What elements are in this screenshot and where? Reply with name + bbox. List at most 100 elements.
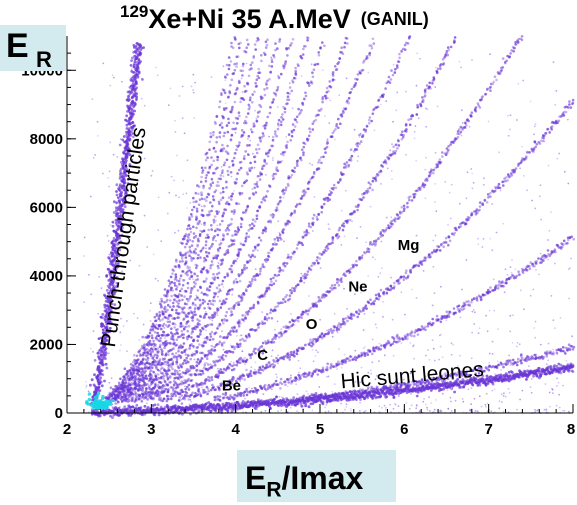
data-point bbox=[205, 335, 209, 339]
data-point bbox=[423, 183, 427, 187]
data-point bbox=[242, 292, 245, 295]
data-point bbox=[290, 291, 293, 295]
data-point bbox=[301, 103, 305, 106]
data-point bbox=[388, 81, 392, 84]
data-point bbox=[150, 373, 153, 377]
data-point bbox=[463, 126, 466, 129]
data-point bbox=[413, 331, 417, 334]
data-point bbox=[210, 228, 213, 231]
data-point bbox=[309, 341, 312, 344]
data-point bbox=[187, 218, 191, 222]
data-point bbox=[338, 362, 341, 366]
data-point bbox=[451, 377, 455, 381]
data-point bbox=[319, 156, 323, 159]
data-point bbox=[412, 380, 416, 384]
data-point bbox=[196, 368, 199, 372]
data-point bbox=[238, 193, 242, 196]
data-point bbox=[238, 141, 241, 144]
data-point bbox=[186, 299, 190, 303]
data-point bbox=[161, 309, 164, 313]
data-point bbox=[560, 242, 564, 246]
data-point bbox=[526, 265, 529, 269]
data-point bbox=[201, 169, 205, 172]
data-point bbox=[182, 336, 185, 340]
data-point bbox=[254, 372, 257, 376]
data-point bbox=[371, 188, 374, 192]
data-point bbox=[184, 251, 188, 255]
data-point bbox=[336, 181, 340, 184]
data-point bbox=[219, 242, 223, 245]
data-point bbox=[389, 78, 393, 81]
data-point bbox=[348, 218, 352, 222]
data-point bbox=[481, 95, 485, 98]
data-point bbox=[208, 289, 211, 292]
data-point bbox=[447, 235, 451, 239]
data-point bbox=[514, 275, 517, 279]
data-point bbox=[144, 374, 148, 378]
data-point bbox=[196, 339, 199, 343]
data-point bbox=[501, 66, 505, 69]
data-point bbox=[191, 303, 195, 306]
data-point bbox=[176, 385, 180, 389]
data-point bbox=[402, 133, 405, 137]
data-point bbox=[388, 226, 391, 230]
data-point bbox=[128, 368, 132, 372]
data-point bbox=[325, 294, 328, 297]
data-point bbox=[245, 171, 249, 174]
data-point bbox=[391, 342, 395, 346]
data-point bbox=[504, 61, 507, 65]
data-point bbox=[310, 374, 314, 378]
data-point bbox=[199, 315, 203, 319]
data-point bbox=[239, 391, 242, 395]
data-point bbox=[133, 368, 136, 372]
data-point bbox=[339, 278, 343, 281]
data-point bbox=[97, 365, 101, 368]
data-point bbox=[168, 305, 172, 309]
data-point bbox=[177, 316, 180, 319]
data-point bbox=[236, 172, 239, 175]
data-point bbox=[334, 128, 337, 131]
data-point bbox=[510, 49, 513, 52]
data-point bbox=[252, 224, 256, 228]
data-point bbox=[556, 244, 560, 247]
data-point bbox=[389, 288, 392, 292]
data-point bbox=[247, 134, 251, 138]
data-point bbox=[205, 325, 208, 328]
data-point bbox=[174, 275, 178, 279]
data-point bbox=[301, 312, 305, 316]
data-point bbox=[135, 354, 139, 358]
data-point bbox=[323, 248, 327, 252]
data-point bbox=[368, 53, 371, 57]
data-point bbox=[221, 279, 225, 283]
data-point bbox=[239, 222, 243, 226]
data-point bbox=[514, 361, 518, 365]
data-point bbox=[221, 215, 224, 218]
data-point bbox=[351, 358, 355, 361]
data-point bbox=[152, 378, 155, 381]
data-point bbox=[430, 379, 434, 383]
data-point bbox=[235, 62, 238, 65]
data-point bbox=[299, 315, 302, 319]
data-point bbox=[219, 384, 222, 387]
data-point bbox=[143, 348, 146, 352]
data-point bbox=[213, 363, 217, 367]
data-point bbox=[427, 322, 431, 326]
data-point bbox=[359, 140, 363, 143]
data-point bbox=[230, 133, 234, 137]
data-point bbox=[276, 85, 280, 89]
data-point bbox=[407, 196, 411, 199]
data-point bbox=[134, 375, 137, 378]
data-point bbox=[397, 60, 401, 63]
data-point bbox=[430, 168, 433, 171]
data-point bbox=[177, 349, 180, 353]
data-point bbox=[184, 381, 188, 384]
data-point bbox=[252, 350, 255, 353]
data-point bbox=[235, 55, 239, 59]
data-point bbox=[214, 331, 218, 335]
data-point bbox=[217, 355, 221, 359]
data-point bbox=[240, 129, 244, 132]
data-point bbox=[513, 169, 517, 172]
data-point bbox=[284, 188, 288, 192]
data-point bbox=[514, 276, 517, 280]
data-point bbox=[367, 386, 370, 390]
